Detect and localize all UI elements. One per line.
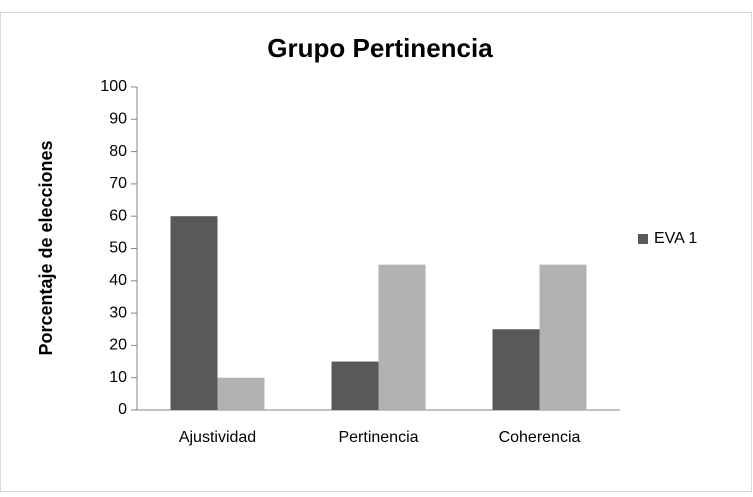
x-tick-label: Ajustividad	[179, 429, 256, 446]
y-tick-label: 10	[109, 369, 127, 386]
bar	[539, 264, 587, 410]
legend-swatch	[638, 234, 648, 244]
y-tick-label: 0	[118, 401, 127, 418]
x-tick-label: Coherencia	[499, 429, 581, 446]
bar	[331, 361, 379, 410]
y-tick-label: 70	[109, 175, 127, 192]
legend-label: EVA 1	[654, 230, 697, 247]
chart-border	[0, 12, 752, 492]
bar	[492, 329, 540, 410]
bar	[217, 377, 265, 410]
y-tick-label: 80	[109, 143, 127, 160]
y-tick-label: 60	[109, 207, 127, 224]
y-tick-label: 30	[109, 304, 127, 321]
y-tick-label: 40	[109, 272, 127, 289]
y-tick-label: 20	[109, 337, 127, 354]
bar	[378, 264, 426, 410]
y-tick-label: 100	[100, 78, 127, 95]
y-axis-label: Porcentaje de elecciones	[36, 140, 56, 355]
y-tick-label: 50	[109, 240, 127, 257]
bar	[170, 216, 218, 410]
y-tick-label: 90	[109, 111, 127, 128]
x-tick-label: Pertinencia	[338, 429, 418, 446]
chart-title: Grupo Pertinencia	[267, 33, 493, 63]
